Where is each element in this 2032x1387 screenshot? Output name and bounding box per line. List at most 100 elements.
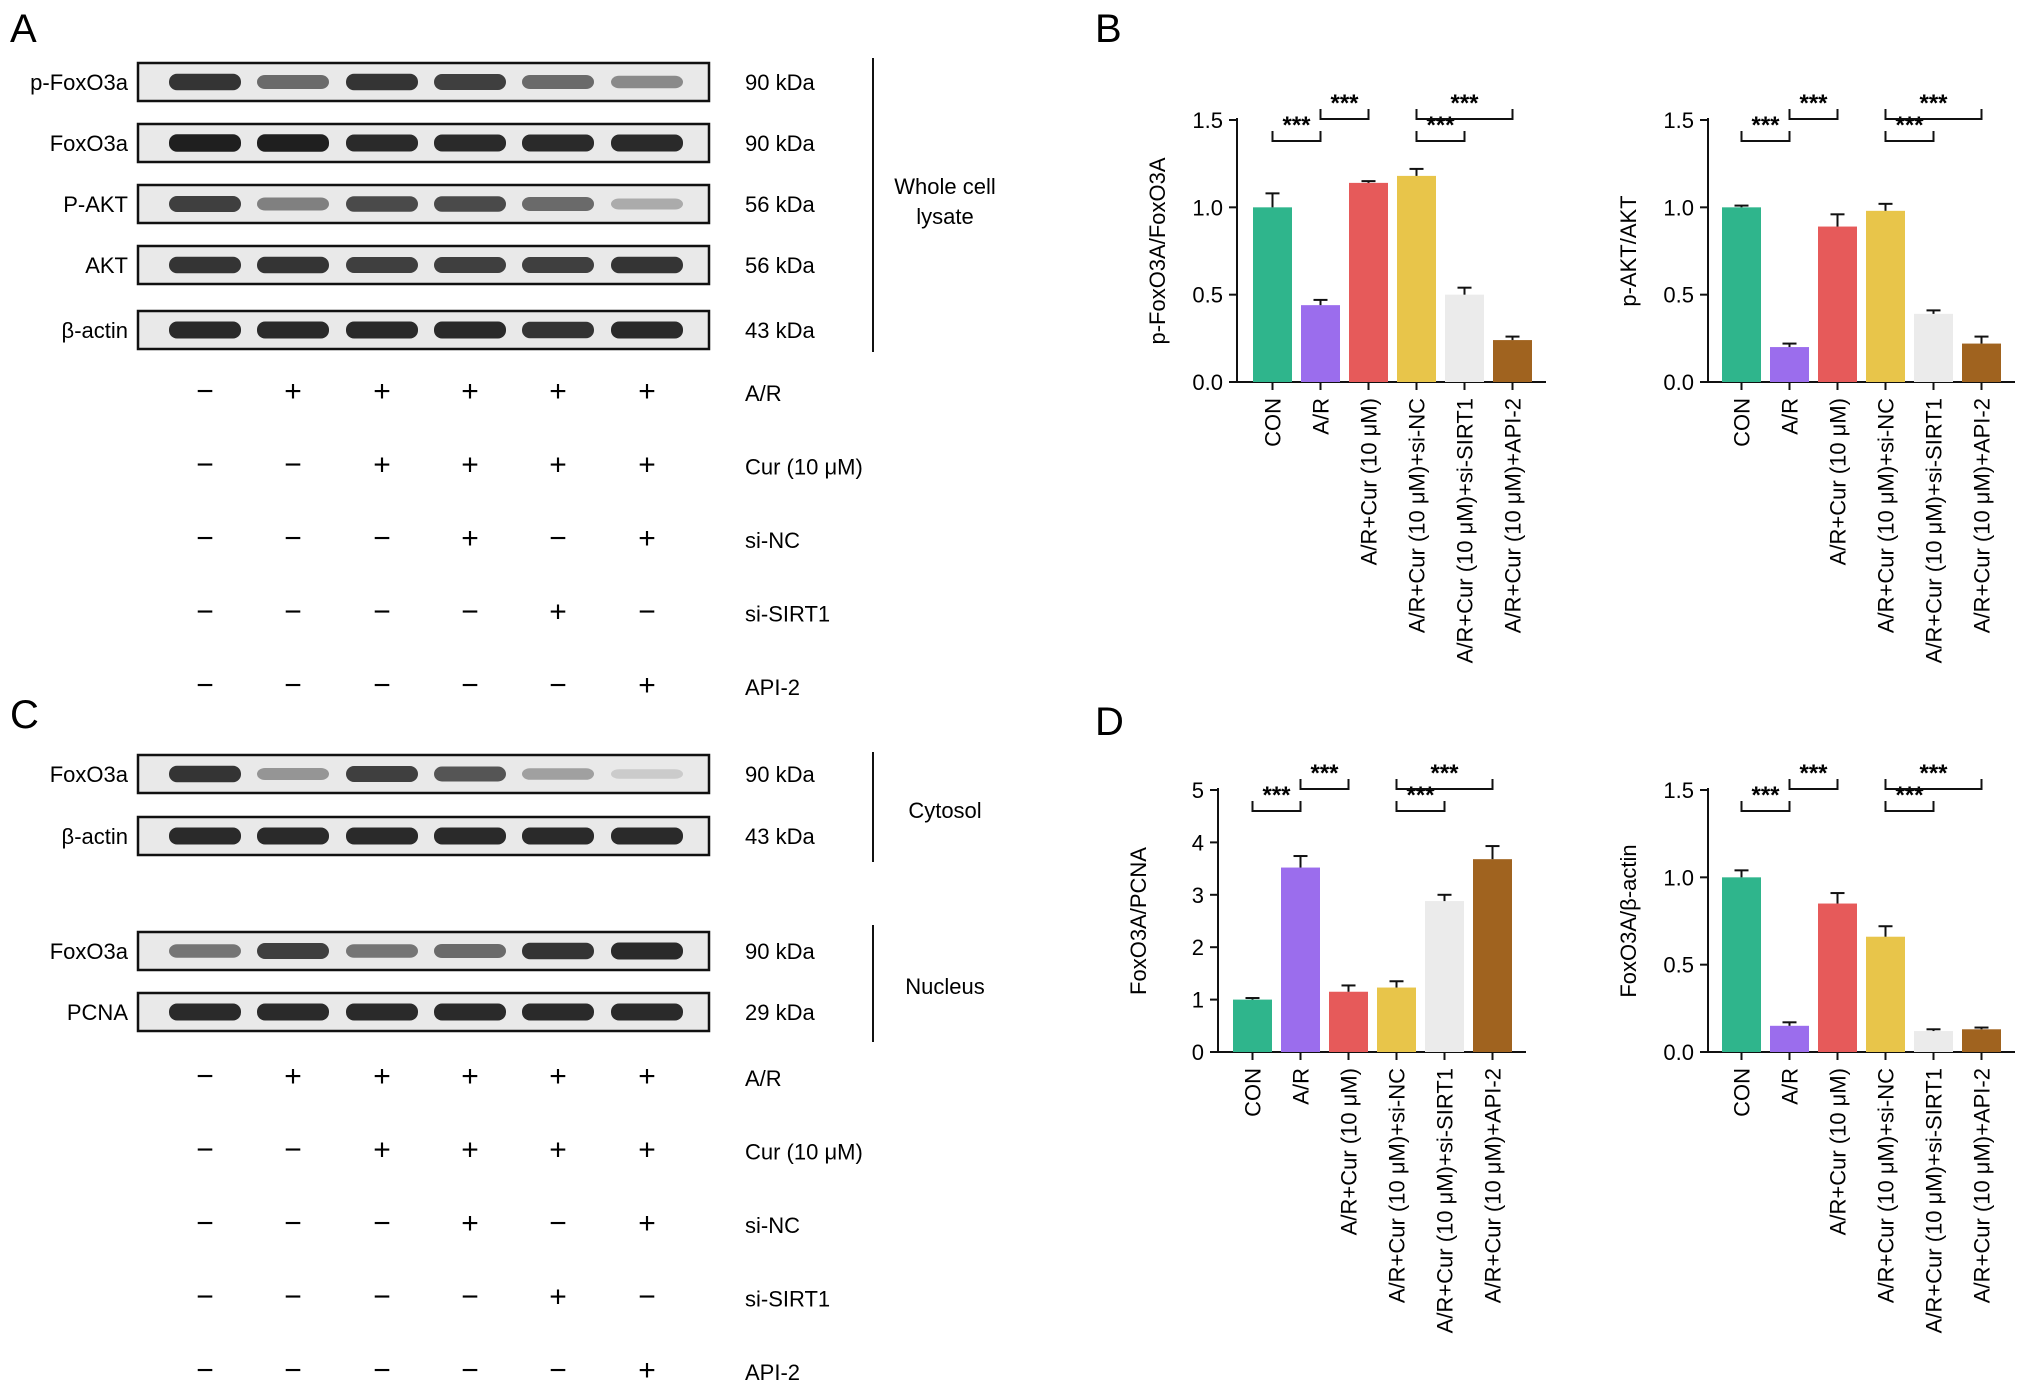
- panel-label-b: B: [1095, 7, 1122, 51]
- blot-band: [434, 257, 506, 273]
- treatment-table-c: − + + + + + A/R − − + + + + Cur (10 μM) − − − + − + si-NC − − −…: [196, 1060, 863, 1387]
- blot-row-label: FoxO3a: [50, 939, 129, 964]
- significance-stars: ***: [1310, 760, 1339, 787]
- treatment-sign: +: [461, 1134, 479, 1167]
- treatment-sign: −: [373, 522, 391, 555]
- treatment-sign: +: [284, 375, 302, 408]
- significance-stars: ***: [1282, 112, 1311, 139]
- treatment-sign: +: [461, 1207, 479, 1240]
- significance-bracket: [1788, 109, 1839, 120]
- x-tick-label: CON: [1730, 1068, 1755, 1117]
- bar: [1397, 175, 1436, 382]
- significance-stars: ***: [1799, 760, 1828, 787]
- blot-band: [522, 1003, 594, 1021]
- blot-band: [346, 196, 418, 212]
- bar: [1818, 226, 1857, 382]
- treatment-sign: −: [461, 669, 479, 702]
- treatment-sign: −: [284, 1354, 302, 1387]
- blot-row-label: β-actin: [62, 824, 128, 849]
- blot-row-label: AKT: [85, 253, 128, 278]
- treatment-sign: −: [284, 1281, 302, 1314]
- treatment-sign: −: [461, 1354, 479, 1387]
- treatment-sign: −: [196, 596, 214, 629]
- x-tick-label: CON: [1261, 398, 1286, 447]
- blot-band: [346, 827, 418, 845]
- treatment-sign: −: [549, 1354, 567, 1387]
- significance-stars: ***: [1262, 782, 1291, 809]
- blot-band: [169, 73, 241, 91]
- blot-group-label: Cytosol: [908, 798, 981, 823]
- y-tick-label: 1.0: [1663, 195, 1694, 220]
- blot-band: [522, 942, 594, 960]
- bar: [1233, 999, 1272, 1052]
- bar-chart-foxo3a-actin: 0.0 0.5 1.0 1.5 FoxO3A/β-actin CON A/R A/R+Cur …: [1616, 760, 2015, 1333]
- bar: [1722, 877, 1761, 1052]
- blot-kda-label: 90 kDa: [745, 939, 815, 964]
- treatment-sign: −: [196, 1207, 214, 1240]
- treatment-sign: −: [284, 449, 302, 482]
- bar: [1962, 343, 2001, 382]
- treatment-sign: −: [638, 596, 656, 629]
- y-tick-label: 0.0: [1663, 370, 1694, 395]
- y-tick-label: 0.0: [1192, 370, 1223, 395]
- treatment-label: Cur (10 μM): [745, 1140, 863, 1165]
- blot-kda-label: 43 kDa: [745, 318, 815, 343]
- blot-row-label: P-AKT: [63, 192, 128, 217]
- treatment-sign: −: [284, 1207, 302, 1240]
- x-tick-label: A/R+Cur (10 μM)+API-2: [1481, 1068, 1506, 1303]
- significance-stars: ***: [1919, 90, 1948, 117]
- significance-stars: ***: [1751, 112, 1780, 139]
- significance-bracket: [1395, 801, 1446, 812]
- treatment-sign: +: [638, 1207, 656, 1240]
- blot-band: [434, 134, 506, 152]
- blot-band: [611, 321, 683, 339]
- y-tick-label: 3: [1192, 883, 1204, 908]
- blot-band: [169, 827, 241, 845]
- significance-bracket: [1740, 131, 1791, 142]
- bar: [1962, 1029, 2001, 1052]
- blot-kda-label: 43 kDa: [745, 824, 815, 849]
- significance-bracket: [1395, 779, 1494, 790]
- x-tick-label: A/R: [1778, 1068, 1803, 1105]
- treatment-sign: +: [638, 375, 656, 408]
- treatment-sign: +: [373, 1134, 391, 1167]
- treatment-sign: +: [638, 669, 656, 702]
- western-blot-panel-c: FoxO3a 90 kDa β-actin 43 kDa FoxO3a 90 kDa PCN…: [50, 752, 985, 1042]
- blot-band: [169, 256, 241, 274]
- significance-bracket: [1740, 801, 1791, 812]
- x-tick-label: A/R+Cur (10 μM)+si-NC: [1405, 398, 1430, 633]
- bar: [1377, 987, 1416, 1052]
- treatment-sign: −: [284, 596, 302, 629]
- x-tick-label: CON: [1241, 1068, 1266, 1117]
- blot-row-label: p-FoxO3a: [30, 70, 129, 95]
- x-tick-label: CON: [1730, 398, 1755, 447]
- treatment-sign: +: [638, 1134, 656, 1167]
- treatment-sign: −: [196, 1354, 214, 1387]
- blot-kda-label: 56 kDa: [745, 192, 815, 217]
- y-tick-label: 0: [1192, 1040, 1204, 1065]
- blot-group-label: lysate: [916, 204, 973, 229]
- blot-band: [434, 74, 506, 90]
- blot-band: [611, 827, 683, 845]
- blot-band: [257, 827, 329, 845]
- significance-stars: ***: [1330, 90, 1359, 117]
- treatment-sign: +: [549, 596, 567, 629]
- blot-band: [611, 198, 683, 210]
- treatment-sign: +: [373, 375, 391, 408]
- blot-band: [434, 321, 506, 339]
- treatment-sign: −: [373, 1207, 391, 1240]
- blot-band: [522, 134, 594, 152]
- treatment-sign: +: [549, 1060, 567, 1093]
- treatment-sign: +: [549, 449, 567, 482]
- significance-stars: ***: [1919, 760, 1948, 787]
- treatment-label: si-SIRT1: [745, 1287, 830, 1312]
- significance-bracket: [1884, 801, 1935, 812]
- significance-bracket: [1299, 779, 1350, 790]
- treatment-label: Cur (10 μM): [745, 455, 863, 480]
- treatment-sign: −: [196, 522, 214, 555]
- treatment-sign: −: [373, 1354, 391, 1387]
- bar: [1445, 294, 1484, 382]
- blot-band: [169, 321, 241, 339]
- y-tick-label: 0.5: [1192, 283, 1223, 308]
- bar: [1493, 340, 1532, 382]
